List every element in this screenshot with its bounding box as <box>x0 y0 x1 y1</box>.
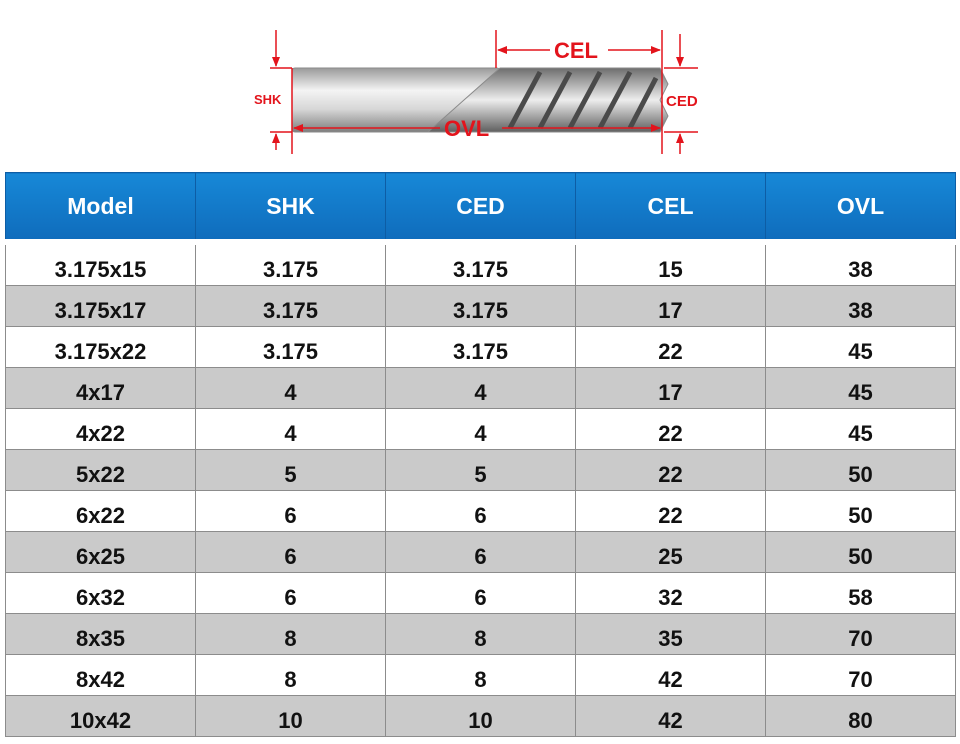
cel-cell: 42 <box>575 695 766 737</box>
ovl-cell: 45 <box>765 408 956 450</box>
cel-cell: 22 <box>575 326 766 368</box>
table-row: 3.175x15 3.175 3.175 15 38 <box>5 239 956 286</box>
shk-cell: 6 <box>195 531 386 573</box>
table-row: 4x17 4 4 17 45 <box>5 367 956 409</box>
shk-label: SHK <box>254 92 282 107</box>
header-shk: SHK <box>195 172 386 243</box>
model-cell: 4x22 <box>5 408 196 450</box>
shk-cell: 10 <box>195 695 386 737</box>
table-row: 8x42 8 8 42 70 <box>5 654 956 696</box>
cel-cell: 25 <box>575 531 766 573</box>
cel-cell: 17 <box>575 367 766 409</box>
shk-cell: 5 <box>195 449 386 491</box>
ovl-cell: 70 <box>765 613 956 655</box>
cel-cell: 22 <box>575 449 766 491</box>
ovl-cell: 50 <box>765 531 956 573</box>
ced-cell: 3.175 <box>385 326 576 368</box>
cel-cell: 42 <box>575 654 766 696</box>
shk-cell: 8 <box>195 654 386 696</box>
ced-cell: 8 <box>385 613 576 655</box>
header-ced: CED <box>385 172 576 243</box>
table-row: 6x32 6 6 32 58 <box>5 572 956 614</box>
ced-label: CED <box>666 93 698 110</box>
ced-cell: 4 <box>385 408 576 450</box>
table-body: 3.175x15 3.175 3.175 15 38 3.175x17 3.175 3.175… <box>5 239 956 737</box>
table-row: 10x42 10 10 42 80 <box>5 695 956 737</box>
ced-cell: 6 <box>385 572 576 614</box>
shk-cell: 8 <box>195 613 386 655</box>
ced-cell: 6 <box>385 531 576 573</box>
model-cell: 6x22 <box>5 490 196 532</box>
model-cell: 10x42 <box>5 695 196 737</box>
specification-table: Model SHK CED CEL OVL 3.175x15 3.175 3.175… <box>5 172 956 737</box>
ovl-cell: 50 <box>765 449 956 491</box>
cel-label: CEL <box>554 38 598 63</box>
model-cell: 5x22 <box>5 449 196 491</box>
cel-cell: 32 <box>575 572 766 614</box>
model-cell: 8x42 <box>5 654 196 696</box>
table-row: 3.175x22 3.175 3.175 22 45 <box>5 326 956 368</box>
table-row: 6x25 6 6 25 50 <box>5 531 956 573</box>
header-cel: CEL <box>575 172 766 243</box>
ced-cell: 8 <box>385 654 576 696</box>
ced-cell: 6 <box>385 490 576 532</box>
cel-cell: 22 <box>575 490 766 532</box>
ovl-label: OVL <box>444 116 489 141</box>
model-cell: 6x32 <box>5 572 196 614</box>
shk-cell: 4 <box>195 408 386 450</box>
model-cell: 3.175x22 <box>5 326 196 368</box>
cel-cell: 15 <box>575 239 766 286</box>
shk-cell: 4 <box>195 367 386 409</box>
ced-cell: 10 <box>385 695 576 737</box>
ovl-cell: 38 <box>765 285 956 327</box>
model-cell: 3.175x17 <box>5 285 196 327</box>
shk-cell: 6 <box>195 490 386 532</box>
ovl-cell: 45 <box>765 367 956 409</box>
shk-cell: 3.175 <box>195 285 386 327</box>
model-cell: 8x35 <box>5 613 196 655</box>
table-header-row: Model SHK CED CEL OVL <box>5 172 956 243</box>
model-cell: 6x25 <box>5 531 196 573</box>
model-cell: 4x17 <box>5 367 196 409</box>
end-mill-diagram: SHK CEL CED OVL <box>254 30 698 154</box>
cel-cell: 35 <box>575 613 766 655</box>
ced-dimension <box>664 34 698 154</box>
header-model: Model <box>5 172 196 243</box>
header-ovl: OVL <box>765 172 956 243</box>
table-row: 4x22 4 4 22 45 <box>5 408 956 450</box>
ced-cell: 3.175 <box>385 285 576 327</box>
ced-cell: 4 <box>385 367 576 409</box>
table-row: 8x35 8 8 35 70 <box>5 613 956 655</box>
ced-cell: 3.175 <box>385 239 576 286</box>
model-cell: 3.175x15 <box>5 239 196 286</box>
flute-grooves <box>507 70 659 130</box>
shk-cell: 3.175 <box>195 326 386 368</box>
ovl-cell: 50 <box>765 490 956 532</box>
shk-cell: 6 <box>195 572 386 614</box>
table-row: 6x22 6 6 22 50 <box>5 490 956 532</box>
ovl-cell: 80 <box>765 695 956 737</box>
ovl-cell: 38 <box>765 239 956 286</box>
ced-cell: 5 <box>385 449 576 491</box>
ovl-cell: 58 <box>765 572 956 614</box>
shk-dimension <box>270 30 292 150</box>
ovl-cell: 70 <box>765 654 956 696</box>
table-row: 3.175x17 3.175 3.175 17 38 <box>5 285 956 327</box>
table-row: 5x22 5 5 22 50 <box>5 449 956 491</box>
ovl-cell: 45 <box>765 326 956 368</box>
cel-cell: 17 <box>575 285 766 327</box>
cel-cell: 22 <box>575 408 766 450</box>
extension-lines <box>291 30 663 154</box>
shk-cell: 3.175 <box>195 239 386 286</box>
